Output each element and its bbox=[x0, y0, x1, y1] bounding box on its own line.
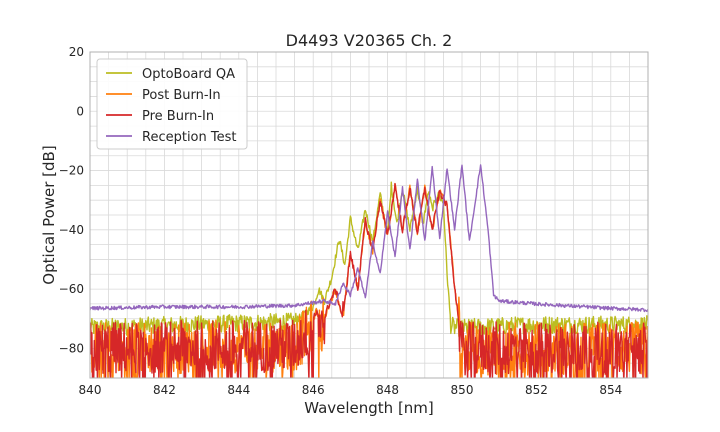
y-tick-label: −60 bbox=[59, 282, 84, 296]
series-layer bbox=[90, 164, 648, 378]
legend: OptoBoard QA Post Burn-In Pre Burn-In Recep… bbox=[96, 58, 248, 150]
x-axis-ticks: 840 842 844 846 848 850 852 854 bbox=[79, 383, 623, 397]
x-tick-label: 854 bbox=[599, 383, 622, 397]
legend-entry-label: Reception Test bbox=[142, 130, 236, 145]
y-tick-label: −80 bbox=[59, 341, 84, 355]
plot-border bbox=[89, 51, 649, 379]
legend-entry-label: Post Burn-In bbox=[142, 88, 221, 103]
legend-entry-label: OptoBoard QA bbox=[142, 67, 235, 82]
x-tick-label: 848 bbox=[376, 383, 399, 397]
x-tick-label: 844 bbox=[227, 383, 250, 397]
x-tick-label: 842 bbox=[153, 383, 176, 397]
y-tick-label: −20 bbox=[59, 164, 84, 178]
x-tick-label: 850 bbox=[451, 383, 474, 397]
y-tick-label: 0 bbox=[76, 104, 84, 118]
y-axis-label: Optical Power [dB] bbox=[40, 145, 58, 284]
x-axis-label: Wavelength [nm] bbox=[304, 399, 434, 417]
x-tick-label: 846 bbox=[302, 383, 325, 397]
x-tick-label: 840 bbox=[79, 383, 102, 397]
x-tick-label: 852 bbox=[525, 383, 548, 397]
legend-entry-label: Pre Burn-In bbox=[142, 109, 214, 124]
y-tick-label: 20 bbox=[69, 45, 84, 59]
series-line-1 bbox=[90, 183, 648, 378]
series-line-2 bbox=[90, 182, 648, 378]
legend-box bbox=[96, 58, 248, 150]
y-tick-label: −40 bbox=[59, 223, 84, 237]
y-axis-ticks: 20 0 −20 −40 −60 −80 bbox=[59, 45, 84, 355]
series-line-0 bbox=[90, 181, 648, 337]
chart-title: D4493 V20365 Ch. 2 bbox=[286, 31, 453, 50]
series-line-3 bbox=[90, 164, 648, 313]
